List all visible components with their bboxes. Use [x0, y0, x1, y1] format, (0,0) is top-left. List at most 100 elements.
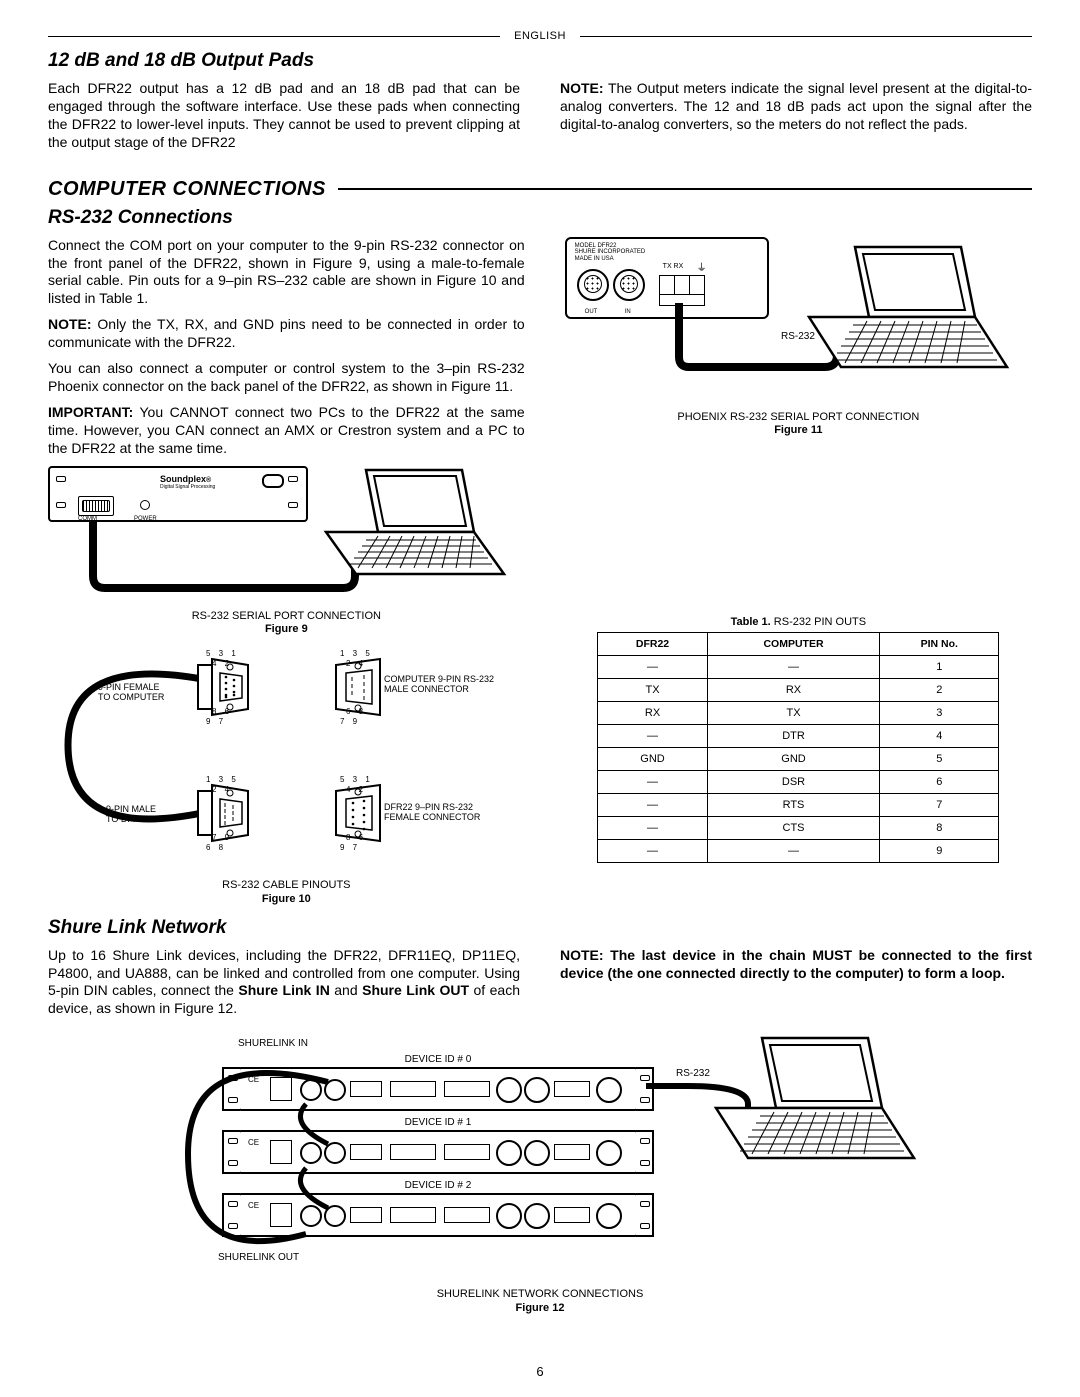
- pads-col-left: Each DFR22 output has a 12 dB pad and an…: [48, 76, 520, 160]
- rs232-p2: NOTE: Only the TX, RX, and GND pins need…: [48, 316, 525, 352]
- shurelink-col-left: Up to 16 Shure Link devices, including t…: [48, 943, 520, 1027]
- table-cell: DSR: [707, 771, 880, 794]
- table-cell: DTR: [707, 725, 880, 748]
- table-cell: 7: [880, 794, 999, 817]
- table-cell: 8: [880, 817, 999, 840]
- fig11-laptop-icon: [801, 243, 1011, 383]
- fig10-n42: 4 2: [212, 659, 232, 668]
- rs232-p4: IMPORTANT: You CANNOT connect two PCs to…: [48, 404, 525, 458]
- table-cell: 1: [880, 656, 999, 679]
- figure-9: COMM POWER Soundplex® Digital Signal Pro…: [48, 466, 525, 606]
- table-cell: —: [598, 725, 707, 748]
- table-cell: TX: [707, 702, 880, 725]
- table-row: ——1: [598, 656, 999, 679]
- table1-header-row: DFR22 COMPUTER PIN No.: [598, 633, 999, 656]
- fig10-n97b: 9 7: [340, 843, 360, 852]
- fig11-caption-line2: Figure 11: [774, 424, 822, 436]
- table-cell: 3: [880, 702, 999, 725]
- figure-11: MODEL DFR22SHURE INCORPORATEDMADE IN USA…: [565, 237, 1032, 407]
- fig12-caption-line1: SHURELINK NETWORK CONNECTIONS: [437, 1288, 644, 1300]
- fig10-n24b: 2 4: [212, 785, 232, 794]
- fig12-rs232: RS-232: [676, 1068, 710, 1079]
- fig10-label-ul: 9-PIN FEMALETO COMPUTER: [98, 683, 164, 703]
- rs232-p2-body: Only the TX, RX, and GND pins need to be…: [48, 316, 525, 350]
- header-label: ENGLISH: [500, 30, 580, 42]
- table-row: ——9: [598, 840, 999, 863]
- table1-h3: PIN No.: [880, 633, 999, 656]
- table-cell: GND: [707, 748, 880, 771]
- table-row: GNDGND5: [598, 748, 999, 771]
- fig10-n86b: 8 6: [346, 833, 366, 842]
- header-rule: ENGLISH: [48, 30, 1032, 42]
- pads-note-prefix: NOTE:: [560, 80, 604, 96]
- table-row: —CTS8: [598, 817, 999, 840]
- computer-connections-title: COMPUTER CONNECTIONS: [48, 178, 338, 201]
- table-row: —DTR4: [598, 725, 999, 748]
- fig10-label-ur: COMPUTER 9-PIN RS-232MALE CONNECTOR: [384, 675, 494, 695]
- fig11-caption-line1: PHOENIX RS-232 SERIAL PORT CONNECTION: [677, 411, 919, 423]
- fig10-caption-line1: RS-232 CABLE PINOUTS: [222, 879, 350, 891]
- rs232-col-right: MODEL DFR22SHURE INCORPORATEDMADE IN USA…: [565, 233, 1032, 907]
- table-cell: —: [598, 656, 707, 679]
- table-cell: —: [598, 771, 707, 794]
- page: ENGLISH 12 dB and 18 dB Output Pads Each…: [0, 0, 1080, 1397]
- pads-heading: 12 dB and 18 dB Output Pads: [48, 50, 1032, 72]
- shurelink-heading: Shure Link Network: [48, 917, 1032, 939]
- fig9-caption-line2: Figure 9: [265, 623, 308, 635]
- fig12-caption-line2: Figure 12: [516, 1302, 565, 1314]
- rule-left: [48, 36, 500, 37]
- table-cell: RX: [707, 679, 880, 702]
- fig9-laptop-icon: [318, 466, 508, 586]
- fig9-caption-line1: RS-232 SERIAL PORT CONNECTION: [192, 610, 381, 622]
- rs232-p3: You can also connect a computer or contr…: [48, 360, 525, 396]
- shurelink-columns: Up to 16 Shure Link devices, including t…: [48, 943, 1032, 1027]
- pads-note-body: The Output meters indicate the signal le…: [560, 80, 1032, 132]
- rs232-p1: Connect the COM port on your computer to…: [48, 237, 525, 309]
- fig10-n97: 9 7: [206, 717, 226, 726]
- table-cell: —: [598, 794, 707, 817]
- fig10-n531: 5 3 1: [206, 649, 239, 658]
- pads-para-left: Each DFR22 output has a 12 dB pad and an…: [48, 80, 520, 152]
- table-row: —RTS7: [598, 794, 999, 817]
- fig10-caption: RS-232 CABLE PINOUTS Figure 10: [48, 879, 525, 907]
- fig10-n24a: 2 4: [346, 659, 366, 668]
- fig10-n79a: 7 9: [340, 717, 360, 726]
- fig12-laptop-icon: [708, 1034, 918, 1174]
- rs232-heading: RS-232 Connections: [48, 207, 1032, 229]
- shurelink-col-right: NOTE: The last device in the chain MUST …: [560, 943, 1032, 1027]
- fig10-n42b: 4 2: [346, 785, 366, 794]
- fig10-n79b: 7 9: [212, 833, 232, 842]
- table-cell: 9: [880, 840, 999, 863]
- table-cell: 4: [880, 725, 999, 748]
- table-cell: —: [707, 656, 880, 679]
- fig10-n135a: 1 3 5: [340, 649, 373, 658]
- fig10-caption-line2: Figure 10: [262, 893, 311, 905]
- fig12-shurelink-in: SHURELINK IN: [238, 1038, 308, 1049]
- figure-10: 5 3 1 4 2 1 3 5 2 4 6 8 7 9 8 6 9 7 1 3 …: [48, 645, 525, 875]
- fig11-caption: PHOENIX RS-232 SERIAL PORT CONNECTION Fi…: [565, 411, 1032, 439]
- table-cell: 6: [880, 771, 999, 794]
- table-cell: —: [598, 817, 707, 840]
- rule-right: [580, 36, 1032, 37]
- table1-h1: DFR22: [598, 633, 707, 656]
- fig10-n135b: 1 3 5: [206, 775, 239, 784]
- table-cell: CTS: [707, 817, 880, 840]
- table-row: RXTX3: [598, 702, 999, 725]
- table-cell: TX: [598, 679, 707, 702]
- pads-col-right: NOTE: The Output meters indicate the sig…: [560, 76, 1032, 160]
- table-cell: RX: [598, 702, 707, 725]
- rs232-p2-prefix: NOTE:: [48, 316, 92, 332]
- table1-h2: COMPUTER: [707, 633, 880, 656]
- table-cell: 5: [880, 748, 999, 771]
- table-cell: —: [598, 840, 707, 863]
- rs232-p4-prefix: IMPORTANT:: [48, 404, 133, 420]
- figure-12: DEVICE ID # 0 CE DEVICE ID # 1: [48, 1034, 1032, 1284]
- computer-connections-head: COMPUTER CONNECTIONS: [48, 178, 1032, 201]
- rs232-col-left: Connect the COM port on your computer to…: [48, 233, 525, 907]
- shurelink-p-left: Up to 16 Shure Link devices, including t…: [48, 947, 520, 1019]
- fig10-n86: 8 6: [212, 707, 232, 716]
- table1: DFR22 COMPUTER PIN No. ——1TXRX2RXTX3—DTR…: [597, 632, 999, 863]
- fig10-n531b: 5 3 1: [340, 775, 373, 784]
- table-cell: RTS: [707, 794, 880, 817]
- shurelink-p-right: NOTE: The last device in the chain MUST …: [560, 947, 1032, 983]
